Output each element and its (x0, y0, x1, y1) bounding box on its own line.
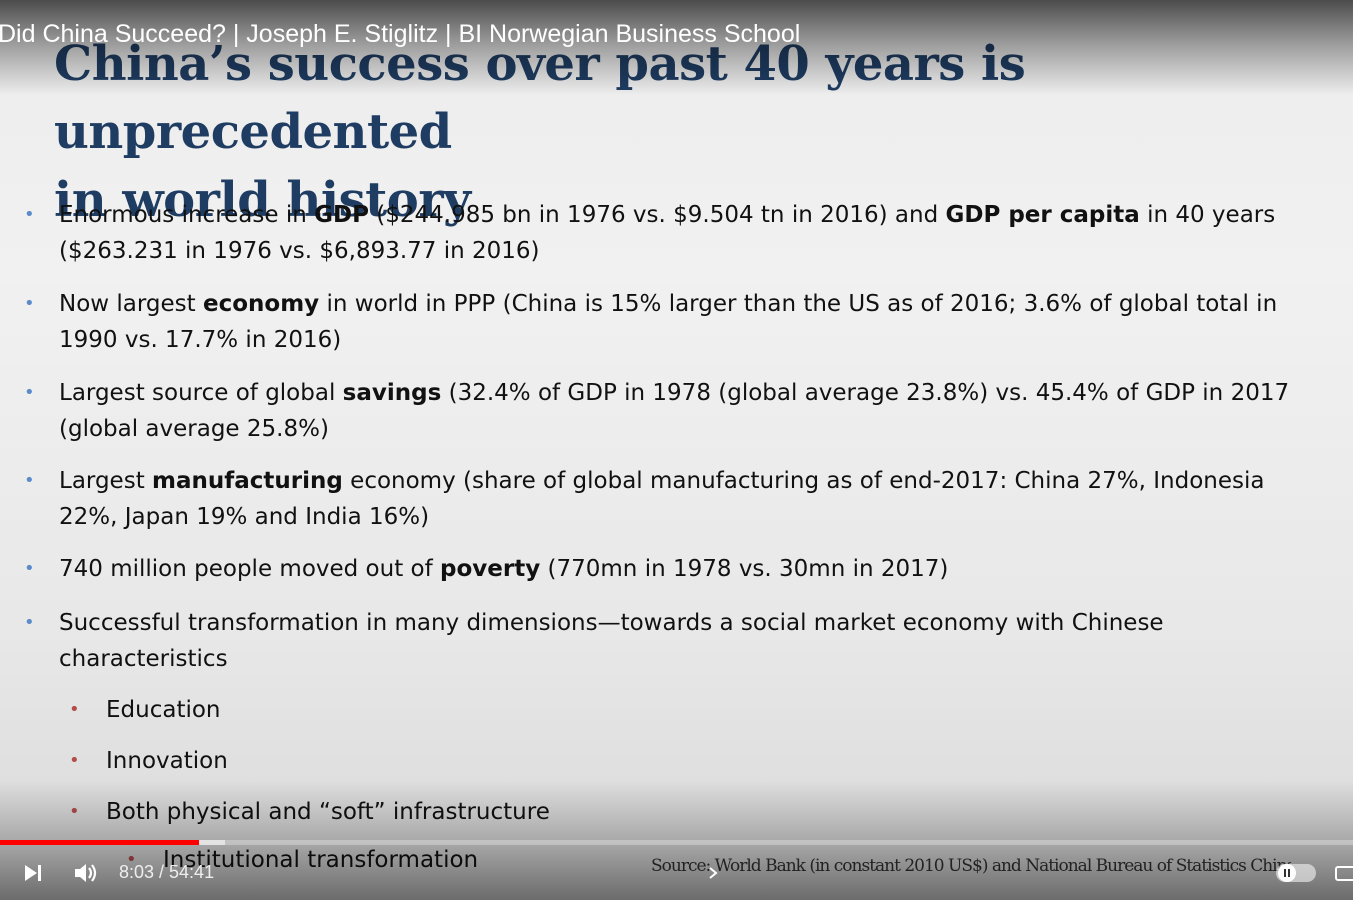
progress-played (0, 840, 200, 845)
bullet-bold: GDP per capita (945, 202, 1140, 228)
slide-title-line-2: in world history (54, 172, 471, 228)
bullet-text: (32.4% of GDP in 1978 (global average 23… (59, 380, 1290, 442)
pause-icon (1284, 869, 1290, 877)
slide-bullet: • Now largest economy in world in PPP (C… (24, 286, 1329, 358)
sub-bullet-dot: • (69, 801, 80, 822)
chapter-chevron-button[interactable] (700, 850, 726, 896)
time-display: 8:03 / 54:41 (119, 862, 215, 882)
autoplay-toggle[interactable] (1276, 864, 1316, 882)
bullet-dot: • (24, 204, 35, 225)
progress-bar[interactable] (0, 840, 1353, 845)
bullet-dot: • (24, 293, 35, 314)
slide-sub-bullet: • Education (69, 692, 221, 728)
slide-title-line-1: China’s success over past 40 years is un… (54, 36, 1026, 160)
bullet-text: Largest source of global (59, 380, 343, 406)
bullet-dot: • (24, 382, 35, 403)
slide-bullet: • 740 million people moved out of povert… (24, 551, 1329, 587)
slide-bullet: • Largest source of global savings (32.4… (24, 375, 1329, 447)
sub-bullet-text: Both physical and “soft” infrastructure (106, 799, 550, 825)
slide-sub-bullet: • Both physical and “soft” infrastructur… (69, 794, 550, 830)
bullet-text: Enormous increase in (59, 202, 315, 228)
volume-button[interactable] (66, 850, 106, 896)
slide-bullet: • Enormous increase in GDP ($244.985 bn … (24, 197, 1329, 269)
bullet-text: Now largest (59, 291, 203, 317)
bullet-text: in world in PPP (China is 15% larger tha… (59, 291, 1278, 353)
bullet-dot: • (24, 612, 35, 633)
next-icon (25, 865, 41, 881)
sub-bullet-text: Education (106, 697, 221, 723)
subtitles-icon (1335, 866, 1353, 881)
volume-icon (75, 864, 97, 882)
bullet-text: Successful transformation in many dimens… (59, 610, 1164, 672)
sub-bullet-text: Innovation (106, 748, 228, 774)
slide-sub-bullet: • Innovation (69, 743, 228, 779)
bullet-bold: manufacturing (152, 468, 343, 494)
bullet-dot: • (24, 558, 35, 579)
bullet-text: in 40 years ($263.231 in 1976 vs. $6,893… (59, 202, 1276, 264)
sub-bullet-dot: • (69, 699, 80, 720)
bullet-text: (770mn in 1978 vs. 30mn in 2017) (540, 556, 949, 582)
video-title[interactable]: Did China Succeed? | Joseph E. Stiglitz … (0, 20, 801, 48)
next-button[interactable] (14, 850, 52, 896)
bullet-text: 740 million people moved out of (59, 556, 441, 582)
bullet-text: economy (share of global manufacturing a… (59, 468, 1265, 530)
slide-bullet: • Largest manufacturing economy (share o… (24, 463, 1329, 535)
sub-bullet-dot: • (69, 750, 80, 771)
bullet-bold: poverty (440, 556, 541, 582)
bullet-text: Largest (59, 468, 153, 494)
bullet-bold: savings (342, 380, 442, 406)
bullet-dot: • (24, 470, 35, 491)
bullet-bold: economy (203, 291, 320, 317)
player-controls: 8:03 / 54:41 (0, 850, 1353, 896)
slide-bullet: • Successful transformation in many dime… (24, 605, 1329, 677)
subtitles-button[interactable] (1334, 850, 1353, 896)
autoplay-knob (1278, 864, 1296, 882)
bullet-bold: GDP (314, 202, 369, 228)
bullet-text: ($244.985 bn in 1976 vs. $9.504 tn in 20… (368, 202, 946, 228)
chevron-right-icon (709, 867, 718, 879)
